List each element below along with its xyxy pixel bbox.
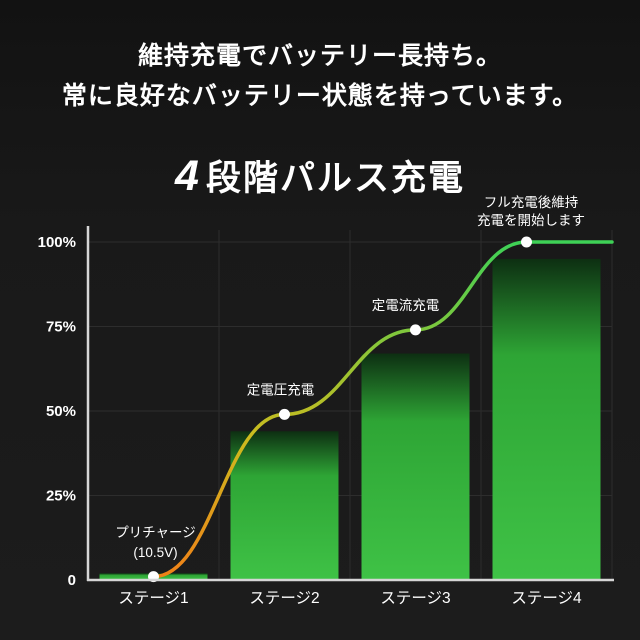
curve-point-stage-4 [521, 236, 532, 248]
xlabel-stage-3: ステージ3 [380, 590, 450, 607]
curve-point-stage-2 [279, 408, 290, 420]
bar-stage-4 [492, 258, 601, 580]
chart-title: 4 段階パルス充電 [0, 150, 640, 201]
annotation-stage-3-line-1: 定電流充電 [372, 298, 440, 313]
annotation-stage-1-line-2: (10.5V) [133, 545, 177, 560]
header-line-1: 維持充電でバッテリー長持ち。 [137, 42, 502, 70]
header: 維持充電でバッテリー長持ち。 常に良好なバッテリー状態を持っています。 [0, 36, 640, 116]
ytick-label: 0 [68, 572, 76, 589]
annotation-stage-2-line-1: 定電圧充電 [247, 382, 315, 397]
xlabel-stage-1: ステージ1 [118, 590, 188, 607]
chart-title-number: 4 [175, 152, 201, 200]
ytick-label: 50% [46, 403, 76, 420]
xlabel-stage-2: ステージ2 [249, 590, 319, 607]
annotation-stage-4-line-1: フル充電後維持 [484, 195, 579, 210]
bar-stage-3 [361, 353, 470, 580]
bar-stage-2 [230, 431, 339, 580]
header-line-2: 常に良好なバッテリー状態を持っています。 [61, 82, 579, 110]
chart-title-text: 段階パルス充電 [205, 159, 465, 198]
ytick-label: 100% [38, 234, 76, 251]
xlabel-stage-4: ステージ4 [511, 590, 582, 607]
charge-curve [151, 240, 614, 579]
annotation-stage-4-line-2: 充電を開始します [477, 213, 585, 228]
annotation-stage-1-line-1: プリチャージ [115, 525, 196, 540]
curve-point-stage-3 [410, 324, 421, 336]
ytick-label: 25% [46, 488, 76, 505]
ytick-label: 75% [46, 319, 76, 336]
